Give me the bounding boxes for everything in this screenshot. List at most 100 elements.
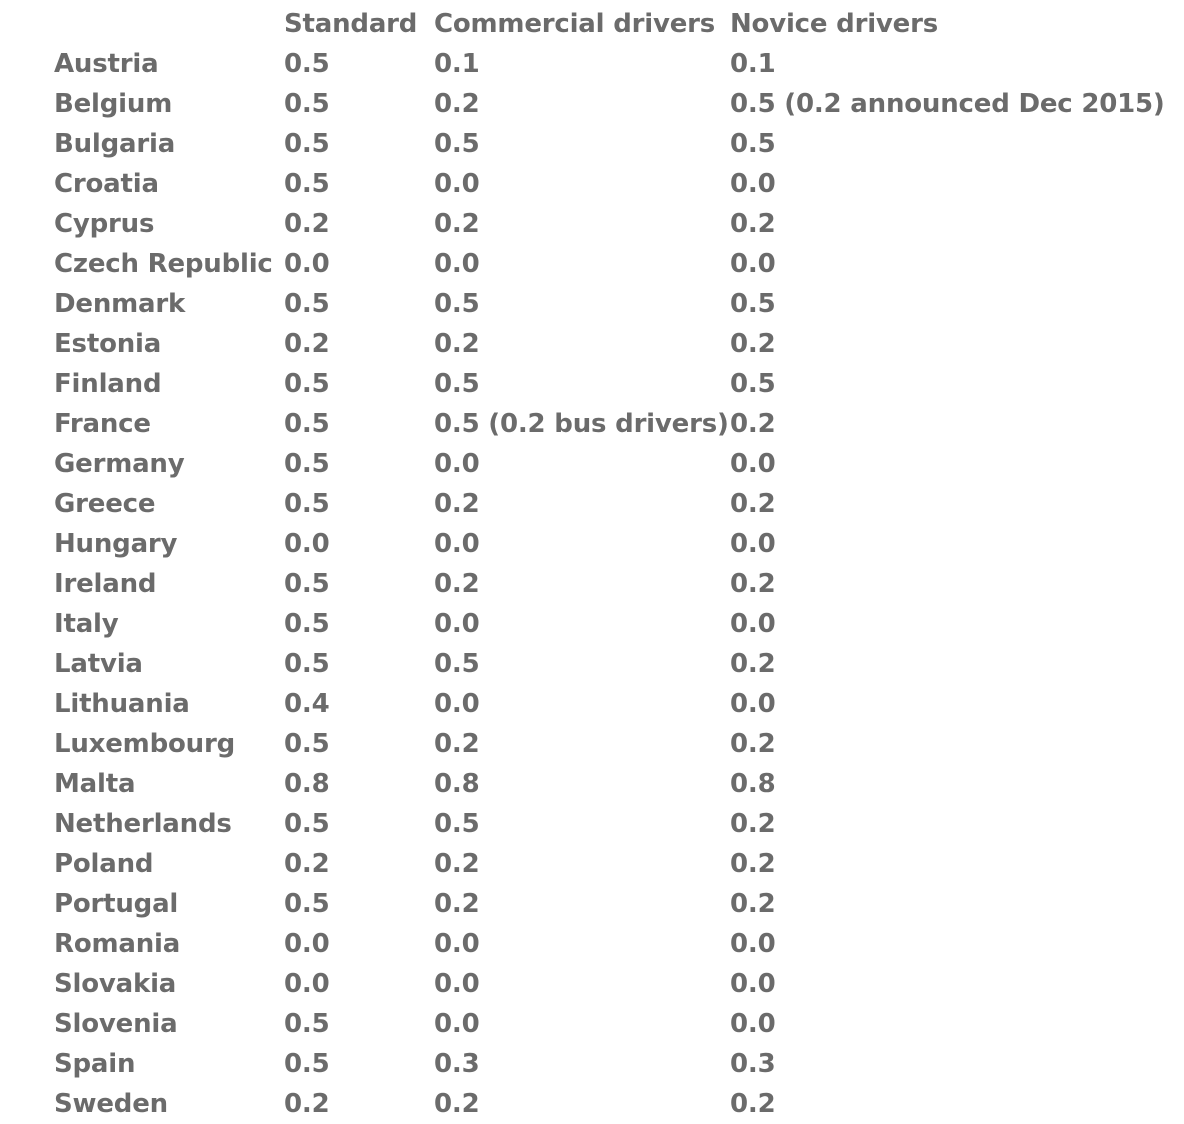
cell-country: Denmark [54, 289, 186, 319]
table-row: Czech Republic 0.0 0.0 0.0 [54, 244, 1174, 284]
cell-country: Malta [54, 769, 136, 799]
cell-standard: 0.5 [284, 449, 330, 479]
cell-novice: 0.2 [730, 889, 776, 919]
cell-country: Sweden [54, 1089, 168, 1119]
cell-novice: 0.5 [730, 369, 776, 399]
cell-country: Spain [54, 1049, 136, 1079]
cell-country: Romania [54, 929, 181, 959]
cell-commercial: 0.0 [434, 969, 480, 999]
table-row: Spain 0.5 0.3 0.3 [54, 1044, 1174, 1084]
cell-standard: 0.5 [284, 169, 330, 199]
cell-commercial: 0.0 [434, 529, 480, 559]
table-row: Sweden 0.2 0.2 0.2 [54, 1084, 1174, 1124]
cell-standard: 0.0 [284, 969, 330, 999]
table-row: Croatia 0.5 0.0 0.0 [54, 164, 1174, 204]
cell-standard: 0.5 [284, 1049, 330, 1079]
cell-country: Czech Republic [54, 249, 273, 279]
cell-country: Poland [54, 849, 154, 879]
cell-standard: 0.5 [284, 409, 330, 439]
cell-country: Belgium [54, 89, 173, 119]
table-row: Latvia 0.5 0.5 0.2 [54, 644, 1174, 684]
cell-standard: 0.5 [284, 1009, 330, 1039]
cell-standard: 0.5 [284, 569, 330, 599]
cell-commercial: 0.5 [434, 809, 480, 839]
cell-novice: 0.5 [730, 129, 776, 159]
cell-standard: 0.5 [284, 129, 330, 159]
cell-commercial: 0.5 [434, 289, 480, 319]
cell-commercial: 0.5 (0.2 bus drivers) [434, 409, 729, 439]
table-row: Malta 0.8 0.8 0.8 [54, 764, 1174, 804]
cell-commercial: 0.2 [434, 849, 480, 879]
header-standard: Standard [284, 9, 418, 39]
cell-novice: 0.0 [730, 1009, 776, 1039]
header-novice-drivers: Novice drivers [730, 9, 939, 39]
cell-commercial: 0.0 [434, 249, 480, 279]
table-row: Belgium 0.5 0.2 0.5 (0.2 announced Dec 2015… [54, 84, 1174, 124]
cell-standard: 0.2 [284, 849, 330, 879]
cell-novice: 0.0 [730, 689, 776, 719]
cell-standard: 0.5 [284, 649, 330, 679]
bac-limits-table: Standard Commercial drivers Novice drive… [54, 4, 1174, 1124]
cell-standard: 0.5 [284, 809, 330, 839]
table-row: Bulgaria 0.5 0.5 0.5 [54, 124, 1174, 164]
cell-novice: 0.0 [730, 929, 776, 959]
cell-novice: 0.2 [730, 729, 776, 759]
table-row: Italy 0.5 0.0 0.0 [54, 604, 1174, 644]
table-row: Estonia 0.2 0.2 0.2 [54, 324, 1174, 364]
cell-standard: 0.5 [284, 289, 330, 319]
table-row: Austria 0.5 0.1 0.1 [54, 44, 1174, 84]
cell-standard: 0.0 [284, 929, 330, 959]
cell-commercial: 0.2 [434, 329, 480, 359]
cell-commercial: 0.3 [434, 1049, 480, 1079]
cell-commercial: 0.1 [434, 49, 480, 79]
cell-standard: 0.2 [284, 209, 330, 239]
cell-country: Luxembourg [54, 729, 235, 759]
cell-commercial: 0.0 [434, 449, 480, 479]
cell-standard: 0.0 [284, 249, 330, 279]
cell-country: Lithuania [54, 689, 190, 719]
cell-country: Austria [54, 49, 159, 79]
cell-country: Cyprus [54, 209, 155, 239]
cell-novice: 0.0 [730, 169, 776, 199]
cell-novice: 0.2 [730, 409, 776, 439]
cell-novice: 0.0 [730, 249, 776, 279]
cell-novice: 0.2 [730, 329, 776, 359]
table-row: Germany 0.5 0.0 0.0 [54, 444, 1174, 484]
table-row: Lithuania 0.4 0.0 0.0 [54, 684, 1174, 724]
table-header-row: Standard Commercial drivers Novice drive… [54, 4, 1174, 44]
cell-standard: 0.5 [284, 49, 330, 79]
cell-commercial: 0.0 [434, 929, 480, 959]
cell-novice: 0.3 [730, 1049, 776, 1079]
cell-novice: 0.0 [730, 969, 776, 999]
table-row: Denmark 0.5 0.5 0.5 [54, 284, 1174, 324]
table-row: France 0.5 0.5 (0.2 bus drivers) 0.2 [54, 404, 1174, 444]
cell-novice: 0.5 [730, 289, 776, 319]
cell-standard: 0.5 [284, 729, 330, 759]
cell-novice: 0.2 [730, 809, 776, 839]
table-row: Finland 0.5 0.5 0.5 [54, 364, 1174, 404]
cell-commercial: 0.2 [434, 729, 480, 759]
cell-commercial: 0.8 [434, 769, 480, 799]
cell-commercial: 0.0 [434, 1009, 480, 1039]
cell-standard: 0.5 [284, 89, 330, 119]
cell-commercial: 0.2 [434, 1089, 480, 1119]
cell-novice: 0.2 [730, 1089, 776, 1119]
cell-commercial: 0.0 [434, 169, 480, 199]
cell-commercial: 0.5 [434, 369, 480, 399]
table-row: Portugal 0.5 0.2 0.2 [54, 884, 1174, 924]
cell-novice: 0.5 (0.2 announced Dec 2015) [730, 89, 1165, 119]
cell-country: France [54, 409, 151, 439]
cell-standard: 0.2 [284, 329, 330, 359]
cell-country: Bulgaria [54, 129, 176, 159]
cell-country: Slovenia [54, 1009, 178, 1039]
cell-country: Greece [54, 489, 156, 519]
table-row: Hungary 0.0 0.0 0.0 [54, 524, 1174, 564]
cell-novice: 0.2 [730, 489, 776, 519]
cell-novice: 0.2 [730, 849, 776, 879]
cell-country: Estonia [54, 329, 162, 359]
cell-country: Ireland [54, 569, 157, 599]
cell-commercial: 0.0 [434, 689, 480, 719]
cell-novice: 0.2 [730, 649, 776, 679]
cell-country: Netherlands [54, 809, 232, 839]
cell-commercial: 0.2 [434, 89, 480, 119]
